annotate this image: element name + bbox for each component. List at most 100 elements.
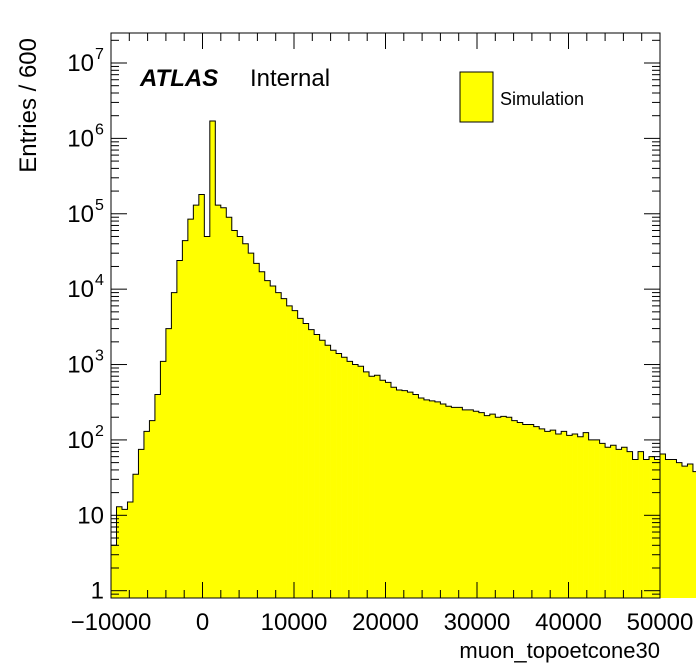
histogram-bin [687, 463, 694, 598]
histogram-bin [484, 415, 491, 598]
histogram-bin [198, 194, 205, 598]
x-tick-label: 10000 [261, 609, 328, 636]
histogram-bin [237, 236, 244, 599]
histogram-bin [374, 375, 381, 598]
histogram-bin [209, 121, 216, 599]
histogram-bin [665, 459, 672, 598]
histogram-bin [407, 392, 414, 598]
histogram-bin [594, 439, 600, 598]
histogram-bin [511, 420, 518, 598]
histogram-bin [396, 389, 403, 598]
histogram-bin [692, 471, 696, 598]
histogram-bin [401, 390, 408, 598]
histogram-bin [434, 401, 441, 598]
histogram-bin [352, 364, 359, 598]
histogram-bin [390, 387, 397, 598]
y-tick-exponent: 5 [95, 197, 104, 214]
y-tick-label: 10 [67, 276, 94, 303]
histogram-bin [495, 417, 502, 598]
y-tick-exponent: 3 [95, 348, 104, 365]
y-axis-title: Entries / 600 [15, 38, 42, 173]
histogram-bin [187, 219, 194, 598]
histogram-bin [270, 286, 276, 598]
histogram-bin [341, 357, 348, 598]
y-tick-label: 10 [67, 352, 94, 379]
histogram-bin [385, 382, 392, 598]
histogram-bin [561, 431, 567, 598]
histogram-bin [226, 217, 233, 598]
histogram-bin [473, 411, 480, 598]
histogram-bin [264, 280, 271, 598]
histogram-bin [533, 426, 540, 598]
legend: Simulation [459, 71, 584, 123]
x-tick-label: 0 [196, 609, 209, 636]
x-tick-label: −10000 [71, 609, 152, 636]
histogram-bin [478, 412, 485, 598]
histogram-bin [297, 318, 304, 598]
y-tick-exponent: 7 [95, 46, 104, 63]
histogram-bin [176, 260, 183, 598]
histogram-bin [539, 428, 546, 598]
histogram-bin [676, 462, 683, 598]
histogram-bin [621, 447, 628, 598]
histogram-outline [110, 120, 696, 598]
histogram-bin [632, 459, 639, 598]
y-tick-label: 10 [67, 427, 94, 454]
histogram-bin [193, 205, 200, 598]
histogram-bin [132, 474, 139, 598]
histogram-bin [566, 435, 573, 598]
histogram-bin [319, 340, 326, 598]
histogram-bin [550, 430, 556, 598]
histogram-bin [220, 207, 227, 598]
histogram-bin [303, 323, 309, 598]
histogram-bin [231, 230, 238, 598]
histogram-bin [506, 417, 513, 598]
histogram-bin [308, 329, 315, 598]
histogram-bin [451, 407, 458, 598]
histogram-bin [363, 371, 370, 598]
x-axis-title: muon_topoetcone30 [459, 638, 660, 663]
histogram-bin [467, 409, 474, 598]
x-tick-label: 30000 [444, 609, 511, 636]
histogram-bin [654, 459, 661, 598]
histogram-bin [160, 361, 167, 598]
histogram-bin [286, 305, 293, 598]
x-tick-label: 50000 [627, 609, 694, 636]
histogram-bin [325, 345, 331, 598]
histogram-bin [380, 380, 386, 598]
histogram-bin [638, 451, 644, 598]
y-tick-exponent: 6 [95, 121, 104, 138]
histogram-bin [500, 416, 507, 598]
histogram-bin [522, 424, 529, 598]
histogram-bin [248, 253, 255, 598]
histogram-bin [314, 334, 320, 598]
histogram-bin [215, 205, 222, 598]
histogram-bin [121, 509, 128, 598]
histogram-bin [182, 240, 189, 599]
histogram-bin [171, 292, 178, 598]
histogram-bin [347, 361, 353, 598]
histogram-bin [259, 271, 266, 598]
histogram-bin [660, 454, 666, 598]
histogram-bin [412, 394, 419, 598]
internal-label: Internal [250, 65, 330, 92]
histogram-bin [572, 433, 578, 598]
histogram-bin [627, 451, 633, 598]
legend-swatch [459, 71, 494, 123]
histogram-bin [369, 376, 375, 598]
histogram-bin [681, 466, 688, 598]
histogram-bin [149, 420, 156, 598]
histogram-bin [649, 456, 655, 598]
histogram-bin [544, 431, 551, 598]
histogram-bin [670, 459, 677, 598]
histogram-bin [336, 353, 342, 598]
histogram-bin [138, 449, 145, 598]
x-tick-label: 20000 [352, 609, 419, 636]
histogram-bin [127, 502, 134, 598]
histogram-bin [643, 459, 650, 598]
histogram-bin [111, 545, 117, 598]
histogram-bin [462, 409, 469, 598]
y-tick-label: 10 [67, 201, 94, 228]
histogram-bin [165, 328, 172, 598]
